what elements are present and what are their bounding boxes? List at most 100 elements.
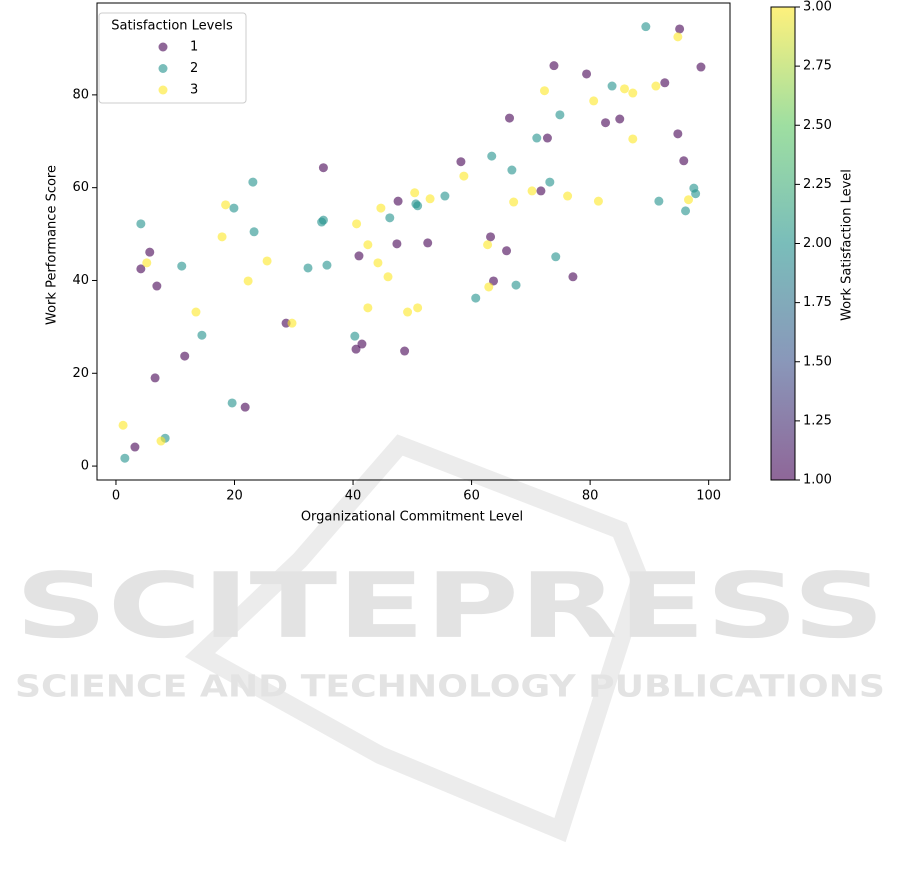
- point: [145, 247, 155, 257]
- colorbar: [770, 6, 796, 481]
- point: [156, 436, 166, 446]
- point: [322, 260, 332, 270]
- point: [641, 22, 651, 32]
- x-tick-label: 40: [345, 489, 362, 504]
- legend-title: Satisfaction Levels: [111, 19, 233, 34]
- point: [400, 346, 410, 356]
- legend-marker: [158, 64, 168, 73]
- point: [243, 276, 253, 286]
- point: [620, 84, 629, 94]
- point: [542, 133, 552, 143]
- point: [628, 134, 638, 144]
- point: [357, 339, 367, 349]
- point: [373, 258, 383, 268]
- point: [363, 240, 373, 250]
- point: [393, 196, 403, 206]
- colorbar-tick-label: 1.25: [803, 413, 832, 428]
- point: [249, 227, 259, 237]
- point: [607, 81, 617, 91]
- point: [413, 201, 423, 211]
- point: [413, 303, 423, 313]
- point: [352, 219, 362, 229]
- legend-label: 3: [190, 83, 198, 98]
- colorbar-tick-label: 1.75: [803, 295, 832, 310]
- point: [675, 24, 685, 34]
- point: [651, 81, 661, 91]
- point: [459, 171, 469, 181]
- point: [227, 398, 237, 408]
- point: [679, 156, 689, 166]
- point: [615, 114, 625, 124]
- colorbar-tick-label: 2.25: [803, 177, 832, 192]
- point: [681, 206, 691, 216]
- watermark-shape: [184, 434, 650, 843]
- point: [471, 293, 481, 303]
- point: [403, 307, 413, 317]
- point: [180, 351, 190, 361]
- y-axis-label: Work Performance Score: [45, 165, 60, 325]
- watermark-title: SCITEPRESS: [15, 554, 885, 659]
- y-tick-label: 80: [72, 87, 89, 102]
- point: [351, 344, 361, 354]
- point: [240, 402, 250, 412]
- point: [262, 256, 272, 266]
- y-tick-label: 20: [72, 366, 89, 381]
- x-axis-label: Organizational Commitment Level: [301, 510, 523, 525]
- point: [287, 318, 297, 328]
- point: [221, 200, 231, 210]
- point: [589, 96, 599, 106]
- point: [350, 331, 360, 341]
- point: [150, 373, 160, 383]
- point: [489, 276, 499, 286]
- x-tick-label: 20: [226, 489, 243, 504]
- point: [593, 196, 603, 206]
- point: [545, 177, 555, 187]
- x-tick-label: 60: [463, 489, 480, 504]
- point: [539, 86, 549, 96]
- point: [628, 88, 638, 98]
- point: [568, 272, 578, 282]
- point: [532, 133, 542, 143]
- point: [673, 32, 683, 42]
- point: [527, 186, 537, 196]
- colorbar-label: Work Satisfaction Level: [840, 169, 855, 321]
- point: [425, 194, 435, 204]
- point: [483, 240, 493, 250]
- point: [555, 110, 565, 120]
- y-tick-label: 60: [72, 180, 89, 195]
- point: [318, 215, 328, 225]
- point: [410, 188, 420, 198]
- point: [197, 330, 207, 340]
- point: [696, 62, 706, 72]
- point: [484, 282, 494, 292]
- point: [318, 163, 328, 173]
- point: [363, 303, 373, 313]
- watermark-subtitle: SCIENCE AND TECHNOLOGY PUBLICATIONS: [15, 670, 885, 705]
- point: [486, 232, 496, 242]
- legend-marker: [158, 85, 168, 95]
- point: [392, 239, 402, 249]
- legend-label: 1: [190, 40, 198, 55]
- point: [456, 157, 466, 167]
- colorbar-tick-label: 2.00: [803, 236, 832, 251]
- point: [248, 177, 258, 187]
- x-tick-label: 80: [582, 489, 599, 504]
- point: [177, 261, 187, 271]
- point: [354, 251, 364, 261]
- point: [142, 258, 152, 268]
- point: [505, 113, 515, 123]
- colorbar-tick-label: 2.75: [803, 59, 832, 74]
- point: [152, 281, 162, 291]
- x-tick-label: 100: [696, 489, 721, 504]
- x-tick-label: 0: [112, 489, 120, 504]
- point: [303, 263, 313, 273]
- point: [511, 280, 521, 290]
- point: [118, 420, 128, 430]
- point: [551, 252, 561, 262]
- legend: [98, 12, 247, 104]
- point: [487, 151, 497, 161]
- point: [502, 246, 512, 256]
- colorbar-tick-label: 3.00: [803, 0, 832, 15]
